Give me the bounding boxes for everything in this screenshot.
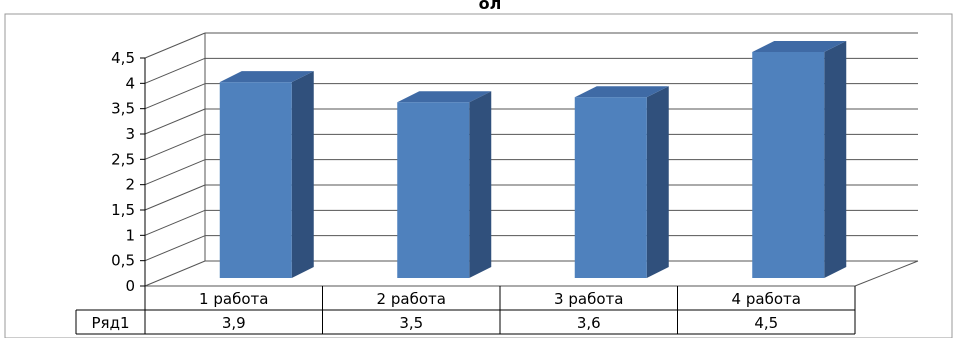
chart-title: ол [479, 0, 502, 13]
gridline-side [144, 108, 206, 135]
bar [574, 97, 647, 278]
gridline-side [144, 209, 206, 236]
floor-right-edge [854, 260, 919, 287]
gridline-side [144, 83, 206, 110]
bar-top [397, 91, 492, 103]
data-label: 3,5 [399, 314, 423, 332]
bar-top [219, 71, 314, 83]
bar-side [646, 86, 669, 278]
gridline-side [144, 260, 206, 287]
bar-top [574, 86, 669, 98]
chart-area-border [4, 13, 953, 338]
x-category-label: 4 работа [732, 290, 801, 308]
gridline-side [144, 159, 206, 186]
x-category-label: 3 работа [554, 290, 623, 308]
x-category-label: 2 работа [377, 290, 446, 308]
bar [219, 82, 292, 278]
y-tick-label: 0 [125, 277, 135, 295]
y-tick-label: 2 [125, 176, 135, 194]
bar-top [752, 41, 847, 52]
y-tick-label: 1,5 [111, 201, 135, 219]
y-tick-label: 4,5 [111, 49, 135, 67]
gridline-side [144, 57, 206, 84]
gridline-side [144, 235, 206, 262]
gridline-side [144, 184, 206, 211]
y-tick-label: 3 [125, 125, 135, 143]
data-label: 3,6 [577, 314, 601, 332]
bar-side [824, 41, 847, 278]
y-tick-label: 3,5 [111, 100, 135, 118]
data-label: 3,9 [222, 314, 246, 332]
x-category-label: 1 работа [199, 290, 268, 308]
bar-side [291, 71, 314, 278]
series-label: Ряд1 [92, 314, 130, 332]
gridline-side [144, 32, 206, 59]
bar [752, 52, 825, 278]
y-tick-label: 0,5 [111, 252, 135, 270]
y-tick-label: 4 [125, 74, 135, 92]
gridline-side [144, 133, 206, 160]
bar [397, 102, 470, 278]
data-label: 4,5 [754, 314, 778, 332]
bar-side [469, 91, 492, 278]
y-tick-label: 1 [125, 226, 135, 244]
y-tick-label: 2,5 [111, 150, 135, 168]
